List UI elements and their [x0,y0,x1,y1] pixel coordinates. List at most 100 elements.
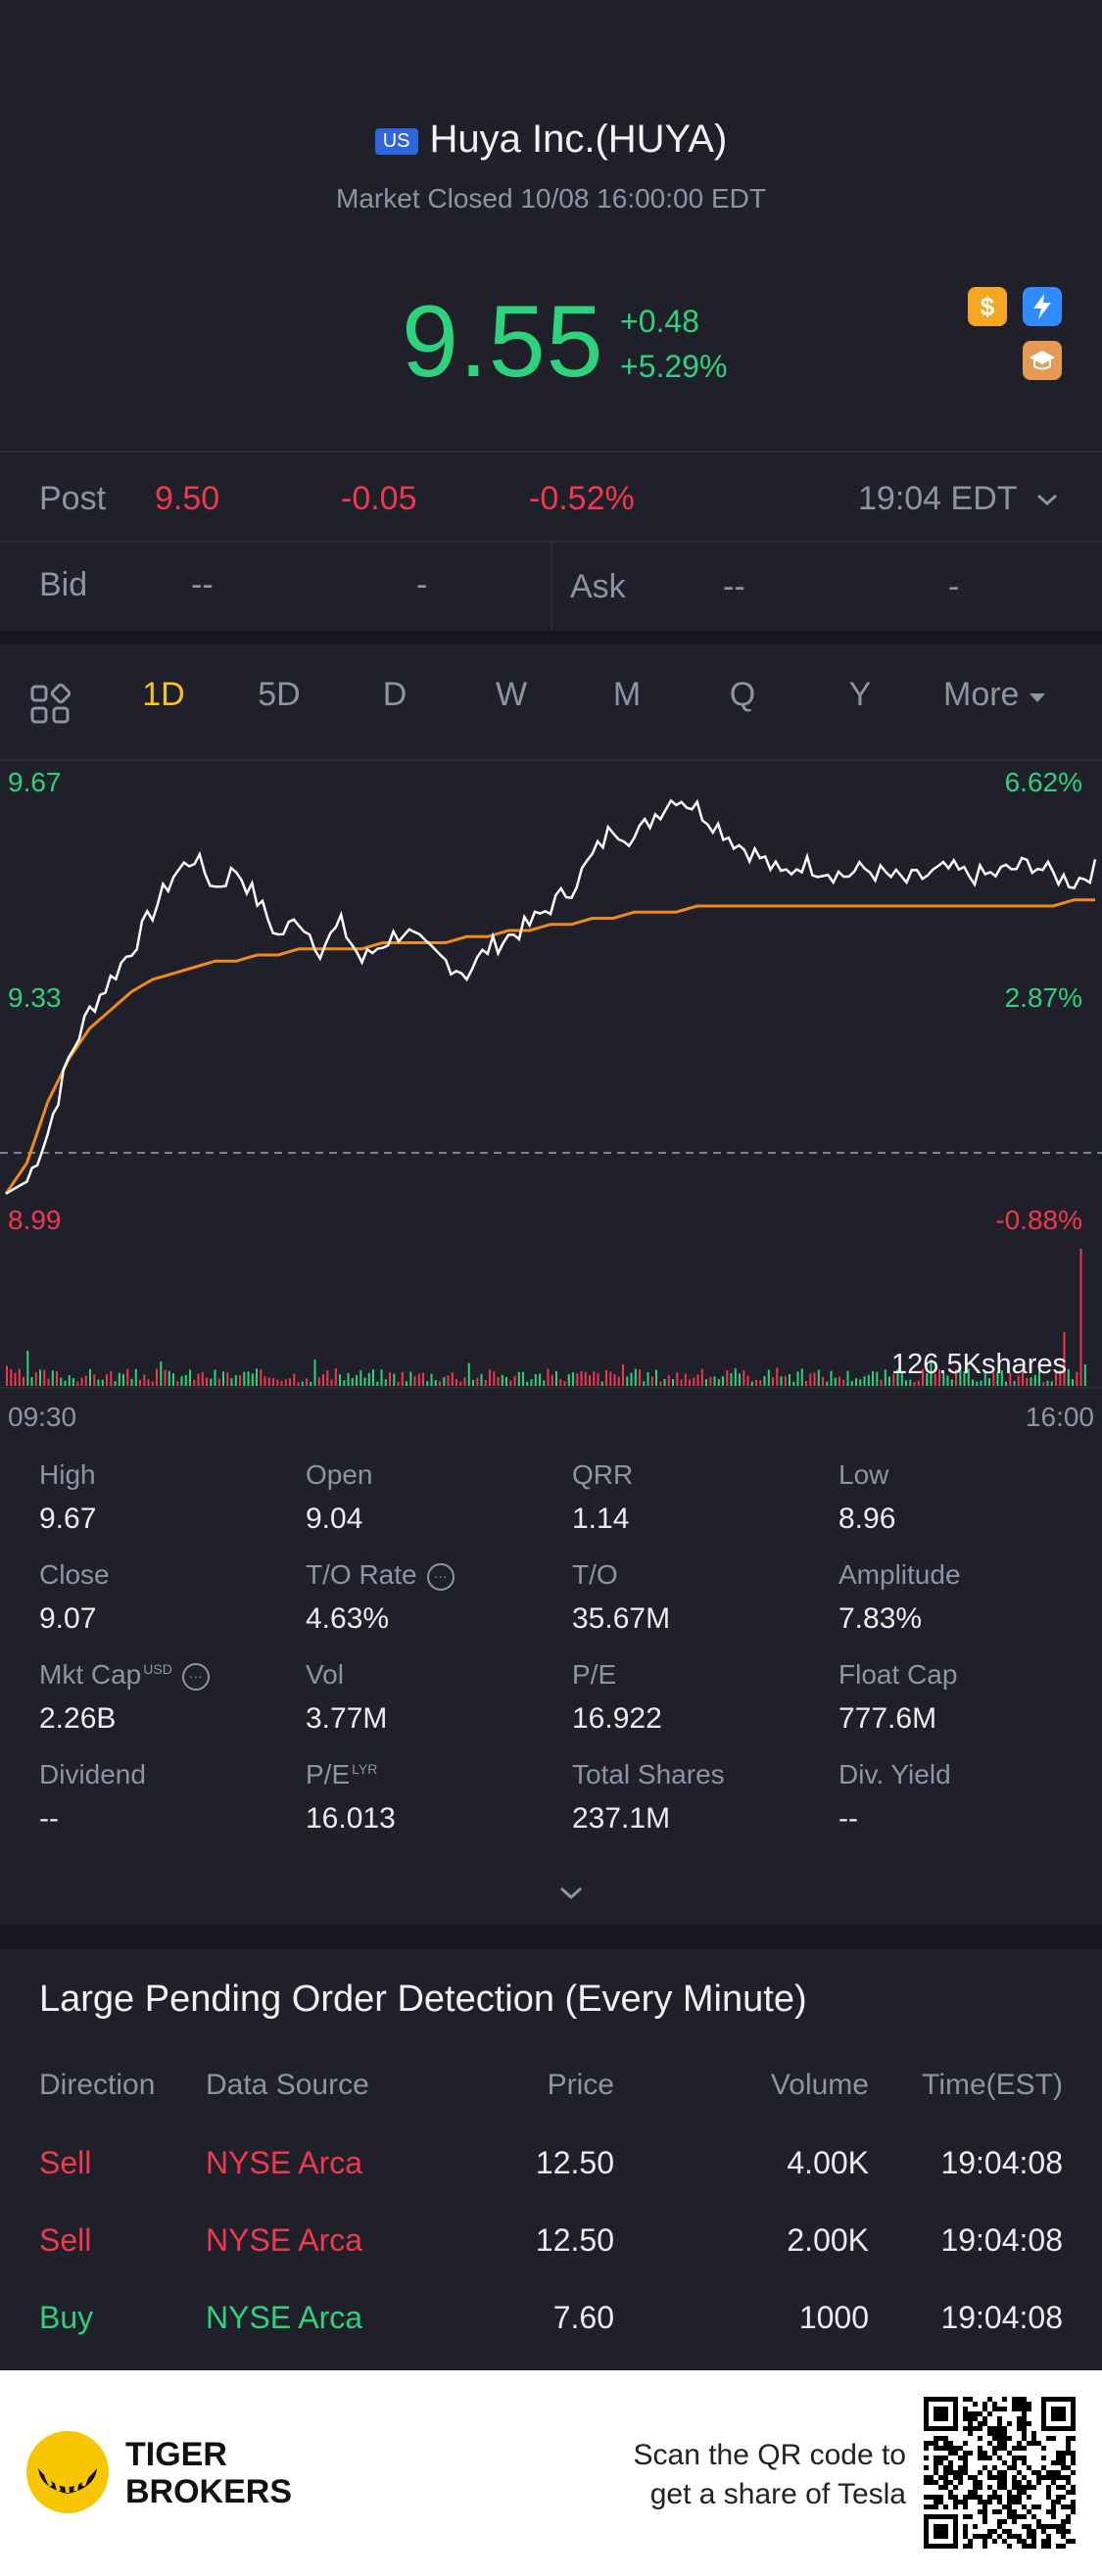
header-time: Time(EST) [922,2069,1063,2101]
volume-bar [922,1368,924,1386]
intraday-chart[interactable]: 9.67 9.33 8.99 6.62% 2.87% -0.88% 126.5K… [0,759,1102,1432]
volume-bar [293,1373,296,1386]
change-value: +0.48 [620,304,699,339]
volume-bar [1079,1249,1082,1386]
volume-bar [472,1379,474,1386]
qr-code[interactable] [924,2397,1076,2549]
volume-bar [676,1372,679,1386]
volume-bar [730,1373,733,1386]
tab-m[interactable]: M [612,676,642,713]
market-status: Market Closed 10/08 16:00:00 EDT [336,183,766,214]
volume-bar [356,1374,358,1386]
volume-bar [1005,1381,1007,1386]
volume-bar [447,1375,450,1386]
stat-label: Amplitude [838,1559,1102,1591]
volume-bar [917,1380,920,1386]
volume-bar [1022,1370,1024,1386]
volume-bar [617,1376,620,1386]
volume-bar [600,1381,603,1386]
volume-bar [700,1368,703,1386]
volume-bar [30,1376,33,1386]
volume-bar [1030,1377,1032,1386]
volume-bar [880,1379,883,1386]
volume-bar [850,1381,853,1386]
post-price: 9.50 [155,480,220,517]
order-direction: Buy [39,2300,94,2335]
volume-bar [89,1368,91,1386]
volume-bar [826,1381,829,1386]
volume-bar [217,1378,220,1386]
volume-bar [76,1381,79,1386]
stat-high: High 9.67 [39,1459,304,1536]
post-time-selector[interactable]: 19:04 EDT [858,480,1061,518]
volume-bar [892,1373,895,1386]
more-label: More [943,676,1020,713]
divider [0,451,1102,453]
volume-bar [347,1372,350,1386]
volume-bar [434,1380,437,1386]
layout-grid-icon[interactable] [29,683,72,730]
volume-bar [297,1381,300,1386]
volume-bar [326,1370,329,1386]
stat-mkt-cap: Mkt Cap USD ··· 2.26B [39,1659,304,1736]
volume-bar [1042,1382,1045,1386]
stat-dividend: Dividend -- [39,1759,304,1836]
dollar-icon[interactable]: $ [968,287,1007,326]
volume-bar [256,1368,258,1386]
stat-label: Dividend [39,1759,304,1790]
volume-bar [755,1379,757,1386]
volume-bar [443,1376,446,1386]
orders-title: Large Pending Order Detection (Every Min… [39,1979,807,2020]
stat-label-text: P/E [572,1659,617,1690]
volume-bar [743,1370,745,1386]
tab-w[interactable]: W [495,676,528,713]
tab-q[interactable]: Q [729,676,756,713]
stat-value: 3.77M [306,1702,388,1735]
expand-chevron-icon[interactable] [553,1881,589,1909]
section-band [0,1925,1102,1949]
volume-bar [759,1380,762,1386]
tab-1d[interactable]: 1D [142,676,185,713]
order-time: 19:04:08 [940,2145,1063,2180]
volume-bar [805,1381,807,1386]
tab-y[interactable]: Y [848,676,872,713]
volume-bar [559,1378,562,1386]
order-price: 12.50 [535,2222,614,2258]
stat-label: T/O Rate ··· [306,1559,570,1591]
volume-bar [230,1378,233,1386]
post-time: 19:04 EDT [858,480,1017,517]
stat-label: Close [39,1559,304,1591]
tab-more[interactable]: More [943,676,1061,714]
tab-d[interactable]: D [382,676,407,713]
volume-bar [389,1371,391,1386]
tiger-logo-icon [24,2429,111,2520]
volume-bar [384,1379,387,1386]
info-icon[interactable]: ··· [181,1662,210,1691]
volume-bar [959,1369,962,1386]
tab-5d[interactable]: 5D [258,676,301,713]
period-tabs: 1D 5D D W M Q Y More [0,656,1102,759]
volume-bar [272,1377,274,1386]
lightning-icon[interactable] [1023,287,1062,326]
volume-bar [422,1372,424,1386]
stat-value: 16.013 [306,1802,396,1835]
chart-canvas [0,798,1102,1389]
volume-bar [189,1369,191,1386]
volume-bar [160,1361,163,1386]
volume-bar [1038,1370,1040,1386]
volume-bar [739,1373,741,1386]
volume-bar [243,1371,246,1386]
qr-code-image [924,2397,1076,2549]
volume-bar [551,1374,553,1386]
order-price: 12.50 [535,2145,614,2180]
volume-bar [247,1371,250,1386]
volume-bar [351,1378,354,1386]
education-icon[interactable] [1023,341,1062,380]
info-icon[interactable]: ··· [426,1562,455,1591]
volume-bar [659,1381,662,1386]
promo-footer [0,2370,1102,2576]
volume-bar [689,1379,691,1386]
order-price: 7.60 [552,2300,614,2335]
volume-bar [226,1372,229,1386]
volume-bar [401,1371,404,1386]
